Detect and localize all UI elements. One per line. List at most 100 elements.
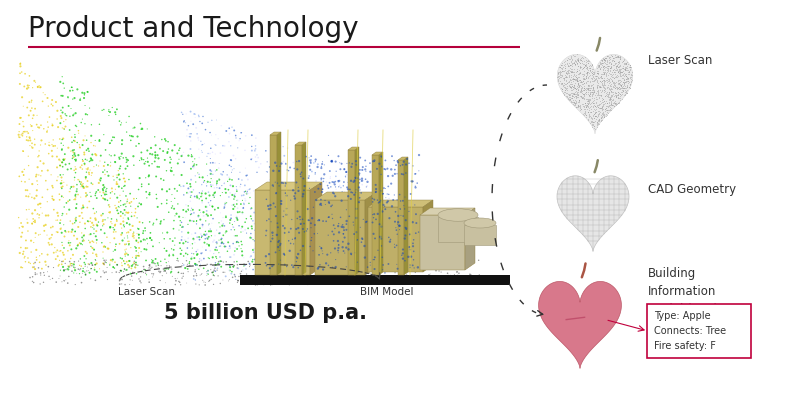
Point: [619, 72, 632, 79]
Point: [231, 144, 244, 151]
Point: [556, 85, 569, 92]
Point: [303, 163, 316, 169]
Point: [303, 185, 316, 192]
Point: [567, 99, 580, 106]
Point: [563, 83, 576, 89]
Point: [150, 173, 162, 180]
Point: [467, 258, 480, 265]
Point: [554, 64, 566, 71]
Point: [238, 182, 251, 189]
Point: [570, 56, 583, 63]
Point: [214, 210, 226, 216]
Point: [589, 102, 602, 109]
Point: [443, 276, 456, 283]
Point: [310, 270, 322, 276]
Point: [70, 110, 82, 117]
Point: [270, 219, 282, 226]
Point: [78, 259, 90, 266]
Point: [270, 162, 283, 169]
Point: [583, 86, 596, 93]
Point: [224, 245, 237, 251]
Point: [590, 100, 602, 106]
Point: [131, 262, 144, 269]
Point: [31, 84, 44, 90]
Point: [568, 85, 581, 91]
Point: [129, 244, 142, 250]
Point: [295, 264, 308, 271]
Point: [399, 225, 412, 231]
Point: [584, 67, 597, 73]
Point: [193, 258, 206, 265]
Point: [404, 264, 417, 271]
Point: [614, 81, 627, 88]
Point: [97, 210, 110, 217]
Point: [575, 71, 588, 78]
Point: [315, 175, 328, 182]
Point: [149, 149, 162, 156]
Point: [14, 250, 26, 256]
Point: [106, 256, 119, 263]
Point: [185, 176, 198, 183]
Point: [614, 95, 626, 102]
Point: [181, 180, 194, 187]
Point: [334, 214, 347, 221]
Point: [603, 103, 616, 109]
Point: [236, 210, 249, 217]
Point: [143, 262, 156, 269]
Point: [202, 254, 214, 261]
Point: [352, 216, 365, 223]
Point: [339, 192, 352, 199]
Point: [69, 281, 82, 288]
Point: [33, 124, 46, 131]
Point: [434, 275, 446, 281]
Point: [58, 233, 71, 240]
Point: [128, 212, 141, 219]
Point: [583, 86, 596, 93]
Point: [156, 186, 169, 193]
Point: [586, 88, 599, 95]
Point: [253, 201, 266, 208]
Point: [30, 121, 43, 128]
Point: [101, 276, 114, 283]
Point: [606, 93, 618, 99]
Point: [333, 178, 346, 184]
Point: [591, 117, 604, 123]
Point: [558, 84, 570, 90]
Point: [135, 156, 148, 163]
Point: [611, 79, 624, 86]
Point: [608, 52, 621, 59]
Point: [582, 66, 594, 73]
Point: [329, 183, 342, 190]
Point: [234, 169, 246, 176]
Point: [190, 261, 203, 268]
Point: [597, 84, 610, 90]
Point: [582, 98, 594, 105]
Point: [30, 271, 43, 277]
Point: [200, 231, 213, 237]
Point: [345, 250, 358, 257]
Point: [221, 248, 234, 254]
Point: [126, 261, 139, 268]
Point: [582, 87, 594, 93]
Point: [347, 229, 360, 236]
Point: [594, 66, 606, 72]
Point: [581, 77, 594, 84]
Point: [610, 67, 623, 73]
Point: [70, 205, 82, 211]
Point: [610, 54, 622, 61]
Point: [223, 220, 236, 226]
Point: [617, 65, 630, 71]
Point: [348, 260, 361, 266]
Point: [58, 126, 70, 132]
Point: [619, 76, 632, 82]
Point: [114, 202, 127, 209]
Point: [118, 260, 131, 267]
Point: [564, 96, 577, 103]
Point: [121, 233, 134, 239]
Point: [300, 228, 313, 234]
Point: [79, 176, 92, 182]
Point: [616, 81, 629, 87]
Point: [145, 265, 158, 272]
Point: [72, 191, 85, 198]
Point: [222, 239, 234, 246]
